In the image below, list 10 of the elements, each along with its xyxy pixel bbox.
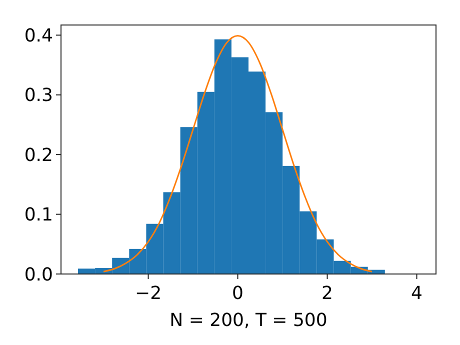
x-tick-label: 4 <box>411 283 422 304</box>
x-axis-title: N = 200, T = 500 <box>170 310 328 331</box>
y-tick-label: 0.1 <box>24 204 53 226</box>
y-tick-label: 0.2 <box>24 144 53 166</box>
x-tick-label: 0 <box>232 283 244 304</box>
y-tick-label: 0.3 <box>24 85 53 106</box>
y-tick-label: 0.0 <box>24 264 53 286</box>
x-tick-label: −2 <box>134 283 162 304</box>
y-tick-label: 0.4 <box>24 25 53 46</box>
x-tick-label: 2 <box>322 283 333 304</box>
